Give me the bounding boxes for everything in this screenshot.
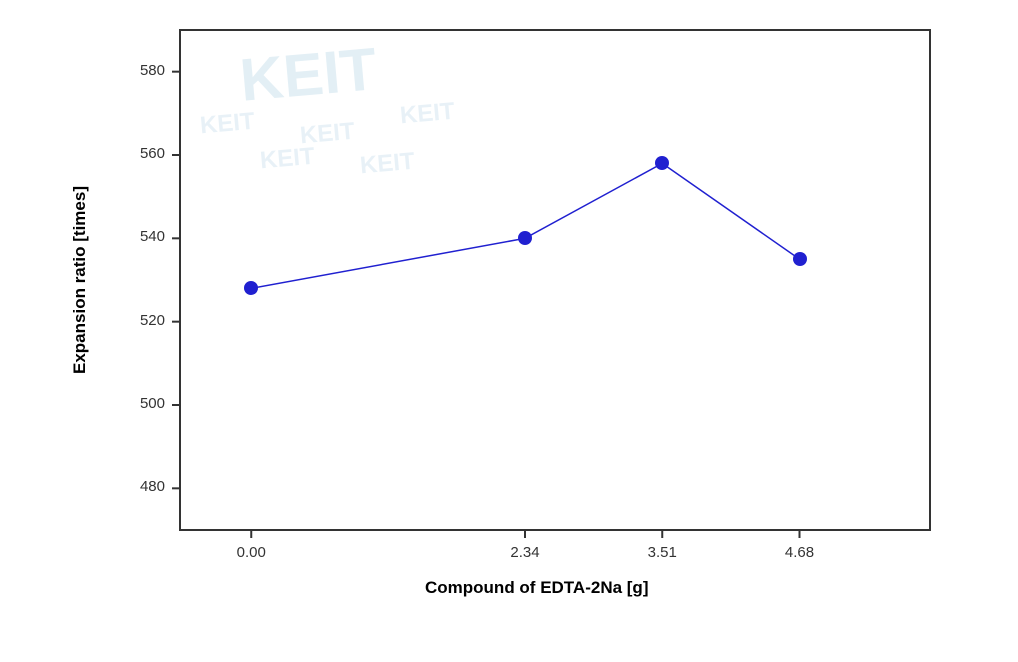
chart-plot: [0, 0, 1018, 662]
x-axis-label: Compound of EDTA-2Na [g]: [425, 578, 648, 598]
watermark-large: KEIT: [237, 34, 379, 115]
x-tick-label: 2.34: [495, 544, 555, 561]
data-point: [793, 252, 807, 266]
watermark-small: KEIT: [199, 108, 256, 141]
data-point: [244, 281, 258, 295]
y-tick-label: 480: [125, 478, 165, 495]
watermark-small: KEIT: [399, 98, 456, 131]
y-axis-label: Expansion ratio [times]: [70, 186, 90, 374]
watermark-small: KEIT: [359, 148, 416, 181]
y-tick-label: 520: [125, 312, 165, 329]
y-tick-label: 580: [125, 62, 165, 79]
watermark-small: KEIT: [259, 143, 316, 176]
watermark-small: KEIT: [299, 118, 356, 151]
x-tick-label: 0.00: [221, 544, 281, 561]
x-tick-label: 3.51: [632, 544, 692, 561]
y-tick-label: 540: [125, 228, 165, 245]
y-tick-label: 500: [125, 395, 165, 412]
y-tick-label: 560: [125, 145, 165, 162]
x-tick-label: 4.68: [770, 544, 830, 561]
data-point: [655, 156, 669, 170]
data-point: [518, 231, 532, 245]
